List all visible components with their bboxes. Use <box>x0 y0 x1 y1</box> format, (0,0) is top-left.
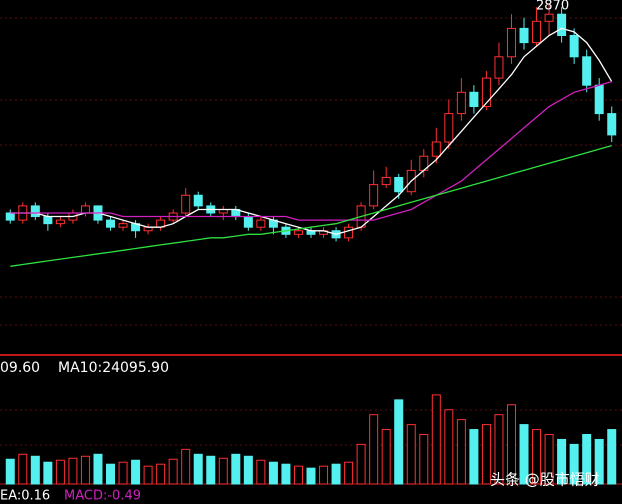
volume-bar <box>481 424 491 485</box>
volume-bar <box>168 458 178 485</box>
ma-line <box>10 144 612 267</box>
volume-bar <box>268 461 278 485</box>
volume-bar <box>156 463 166 485</box>
volume-bar <box>519 424 529 485</box>
volume-bar <box>106 463 116 485</box>
candle-body <box>607 113 617 136</box>
volume-bar <box>181 448 191 485</box>
macd-text: MACD:-0.49 <box>64 489 141 504</box>
volume-bar <box>143 465 153 485</box>
volume-bar <box>18 453 28 485</box>
candle-body <box>557 13 567 36</box>
volume-bar <box>5 458 15 485</box>
volume-bar <box>218 457 228 485</box>
candle-body <box>582 56 592 86</box>
candle-body <box>118 223 128 228</box>
candle-body <box>293 230 303 235</box>
volume-bar <box>206 455 216 485</box>
volume-bar <box>506 404 516 485</box>
candle-body <box>519 27 529 44</box>
volume-bar <box>55 459 65 485</box>
volume-bar <box>569 443 579 485</box>
volume-bar <box>93 453 103 485</box>
candle-body <box>243 216 253 228</box>
candle-body <box>256 219 266 228</box>
candle-body <box>193 194 203 207</box>
volume-bar <box>557 438 567 485</box>
candle-body <box>494 56 504 79</box>
volume-bar <box>193 453 203 485</box>
volume-bar <box>118 461 128 485</box>
volume-bar <box>306 467 316 485</box>
candle-body <box>481 77 491 107</box>
candle-body <box>431 141 441 157</box>
candle-body <box>344 226 354 239</box>
candle-body <box>369 184 379 207</box>
volume-bar <box>243 455 253 485</box>
volume-bar <box>469 429 479 485</box>
candle-body <box>544 13 554 22</box>
volume-bar <box>394 399 404 485</box>
volume-bar <box>80 455 90 485</box>
candle-body <box>381 177 391 186</box>
volume-bar <box>344 461 354 485</box>
volume-bar <box>231 453 241 485</box>
watermark: 头条 @股市悟财 <box>490 471 600 489</box>
ma-line <box>10 80 612 221</box>
candle-body <box>469 91 479 108</box>
candle-body <box>181 194 191 214</box>
ma-text: MA10:24095.90 <box>58 360 169 376</box>
volume-bar <box>544 434 554 485</box>
candle-body <box>106 219 116 228</box>
candle-body <box>506 27 516 58</box>
candle-body <box>394 177 404 193</box>
ma-text: 09.60 <box>0 360 40 376</box>
volume-bar <box>381 429 391 485</box>
volume-bar <box>43 461 53 485</box>
volume-bar <box>68 457 78 485</box>
candle-body <box>532 20 542 44</box>
candle-body <box>30 205 40 218</box>
volume-bar <box>281 463 291 485</box>
volume-bar <box>331 463 341 485</box>
volume-bar <box>456 419 466 485</box>
candle-body <box>456 91 466 115</box>
volume-bar <box>607 429 617 485</box>
volume-bar <box>256 459 266 485</box>
volume-bar <box>30 455 40 485</box>
volume-bar <box>369 414 379 485</box>
candle-body <box>594 84 604 115</box>
ma-line <box>10 27 613 235</box>
candle-body <box>444 113 454 143</box>
volume-bar <box>356 443 366 485</box>
price-label: 2870 <box>536 0 569 14</box>
candle-body <box>80 205 90 214</box>
candle-body <box>569 35 579 58</box>
volume-bar <box>131 459 141 485</box>
volume-bar <box>431 394 441 485</box>
volume-bar <box>532 429 542 485</box>
volume-bar <box>582 434 592 485</box>
volume-bar <box>319 465 329 485</box>
volume-bar <box>419 434 429 485</box>
candle-body <box>5 212 15 221</box>
macd-text: EA:0.16 <box>0 489 50 504</box>
volume-bar <box>406 424 416 485</box>
volume-bar <box>594 438 604 485</box>
volume-bar <box>444 409 454 485</box>
candle-body <box>55 219 65 225</box>
volume-bar <box>293 465 303 485</box>
candle-body <box>43 216 53 225</box>
volume-bar <box>494 414 504 485</box>
